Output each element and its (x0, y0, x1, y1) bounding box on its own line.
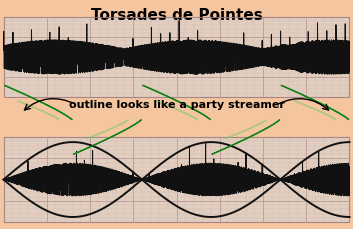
Polygon shape (17, 101, 59, 120)
Polygon shape (281, 86, 349, 120)
Polygon shape (86, 120, 128, 139)
Polygon shape (143, 86, 210, 120)
Text: outline looks like a party streamer: outline looks like a party streamer (68, 99, 285, 109)
Polygon shape (4, 86, 72, 120)
Polygon shape (73, 120, 141, 155)
Polygon shape (225, 120, 267, 139)
Bar (4, 137, 349, 222)
Polygon shape (294, 101, 336, 120)
Polygon shape (212, 120, 280, 155)
Text: Torsades de Pointes: Torsades de Pointes (91, 8, 262, 23)
Polygon shape (156, 101, 197, 120)
Bar (4, 18, 349, 97)
